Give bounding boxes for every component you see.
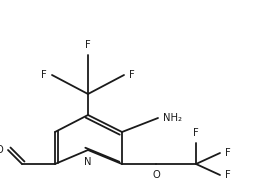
Text: F: F	[225, 148, 231, 158]
Text: F: F	[129, 70, 135, 80]
Text: F: F	[193, 128, 199, 138]
Text: F: F	[225, 170, 231, 178]
Text: F: F	[41, 70, 47, 80]
Text: O: O	[0, 145, 3, 155]
Text: NH₂: NH₂	[163, 113, 182, 123]
Text: N: N	[84, 157, 92, 167]
Text: O: O	[152, 170, 160, 178]
Text: F: F	[85, 40, 91, 50]
